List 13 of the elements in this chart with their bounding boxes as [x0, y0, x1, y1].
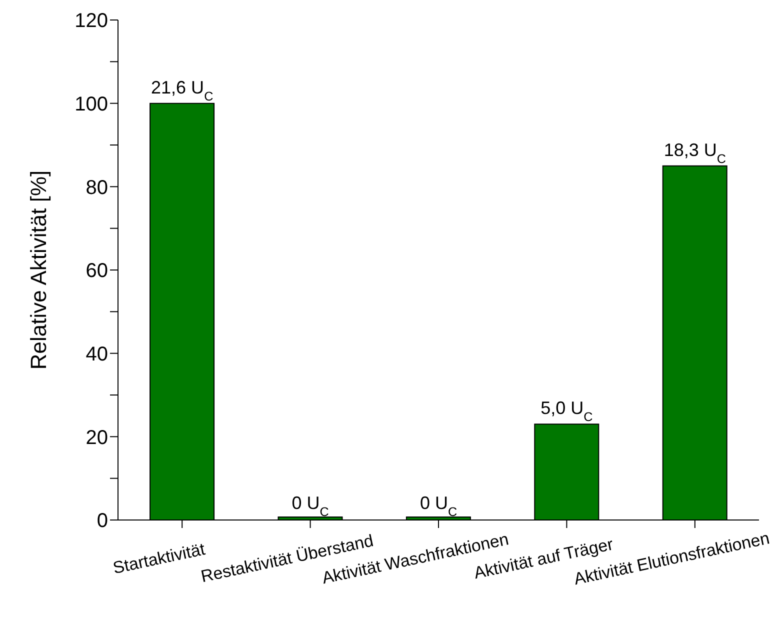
y-tick-label: 100 [74, 93, 108, 116]
annotation: 21,6 U$_{C}$ [151, 77, 214, 104]
y-tick-label: 120 [74, 10, 108, 32]
annotation: 18,3 U$_{C}$ [664, 140, 726, 166]
y-axis-title: Relative Aktivität [%] [26, 170, 51, 370]
annotation: 5,0 U$_{C}$ [540, 398, 593, 424]
y-tick-label: 20 [86, 426, 108, 449]
y-tick-label: 80 [86, 176, 108, 199]
y-tick-label: 60 [86, 260, 108, 282]
y-tick-label: 40 [86, 343, 108, 366]
y-tick-label: 0 [96, 510, 108, 532]
annotation: 0 U$_{C}$ [292, 492, 329, 519]
annotation: 0 U$_{C}$ [420, 492, 458, 519]
